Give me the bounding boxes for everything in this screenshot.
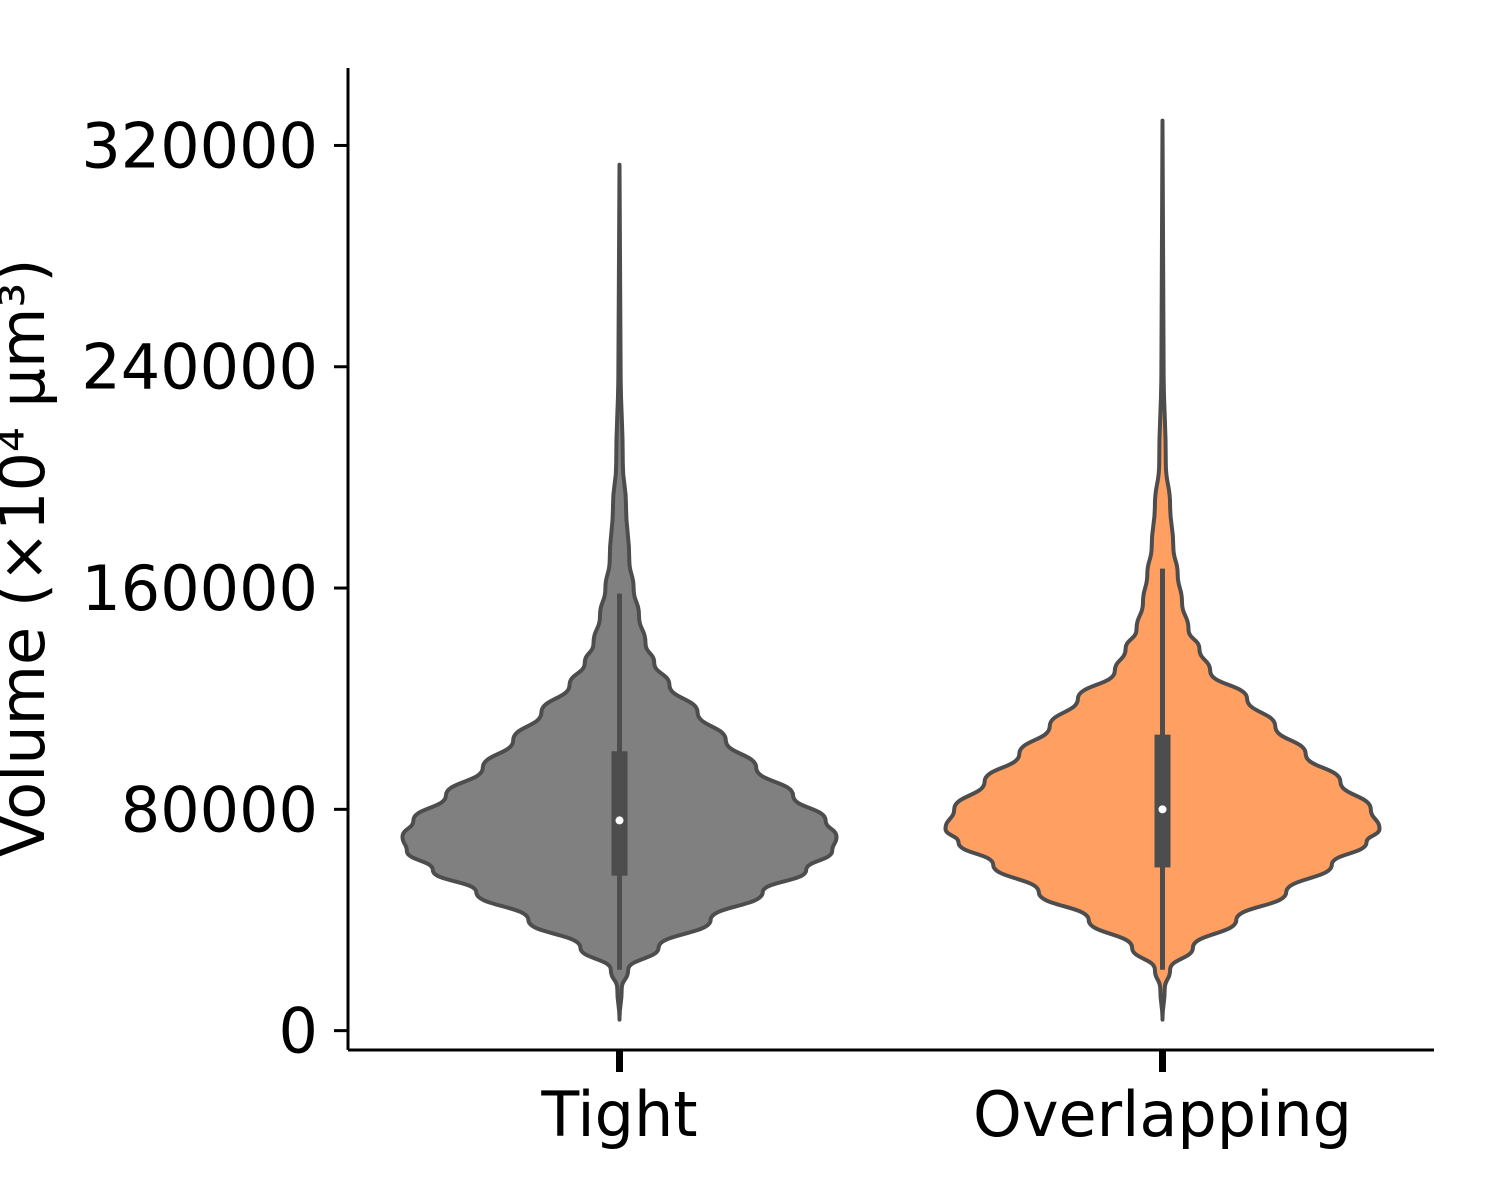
y-tick-label: 0 [279,995,318,1068]
x-axis-ticks: Tight Overlapping [540,1050,1352,1151]
violin-median-point [1158,805,1167,814]
violin-iqr-box [1154,734,1171,868]
y-axis-ticks: 0 80000 160000 240000 320000 [81,109,348,1068]
y-tick-label: 160000 [81,552,318,625]
y-axis-title: Volume (×10⁴ μm³) [0,259,59,858]
x-tick-label: Tight [540,1078,697,1151]
y-tick-label: 80000 [121,773,318,846]
violin-median-point [615,816,624,825]
violin-body-tight [400,162,839,1022]
y-tick-label: 320000 [81,109,318,182]
violin-iqr-box [611,751,628,876]
violins [400,118,1382,1022]
y-tick-label: 240000 [81,331,318,404]
x-tick-label: Overlapping [973,1078,1352,1151]
